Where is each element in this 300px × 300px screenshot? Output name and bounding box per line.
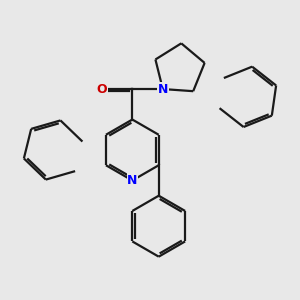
- Text: N: N: [127, 174, 137, 187]
- Text: O: O: [97, 82, 107, 96]
- Text: N: N: [158, 82, 168, 96]
